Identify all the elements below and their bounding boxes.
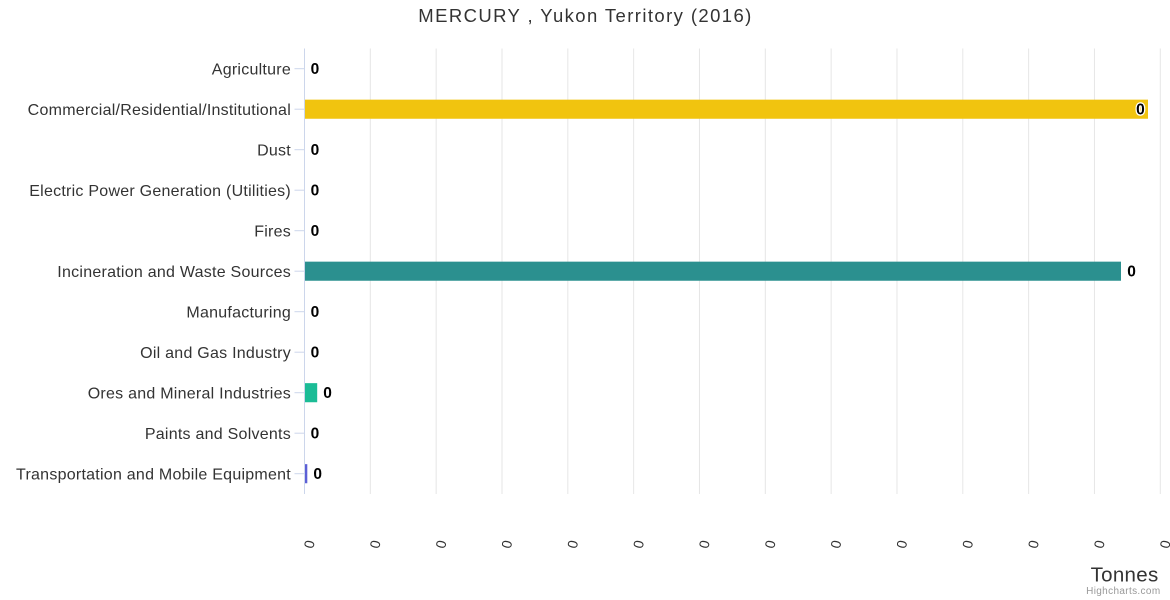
- svg-text:Highcharts.com: Highcharts.com: [1086, 586, 1160, 597]
- svg-text:Dust: Dust: [257, 142, 291, 159]
- svg-text:Incineration and Waste Sources: Incineration and Waste Sources: [57, 264, 291, 281]
- svg-text:Paints and Solvents: Paints and Solvents: [145, 426, 291, 443]
- svg-text:Transportation and Mobile Equi: Transportation and Mobile Equipment: [16, 466, 291, 483]
- svg-text:0: 0: [564, 539, 581, 550]
- svg-text:MERCURY , Yukon Territory (201: MERCURY , Yukon Territory (2016): [418, 5, 752, 26]
- svg-text:0: 0: [1025, 539, 1042, 550]
- svg-text:Fires: Fires: [254, 223, 291, 240]
- svg-text:0: 0: [311, 345, 320, 362]
- svg-text:Manufacturing: Manufacturing: [186, 304, 291, 321]
- svg-text:0: 0: [761, 539, 778, 550]
- svg-text:0: 0: [959, 539, 976, 550]
- svg-text:Ores and Mineral Industries: Ores and Mineral Industries: [88, 385, 291, 402]
- svg-text:0: 0: [323, 385, 332, 402]
- svg-text:0: 0: [311, 304, 320, 321]
- svg-text:0: 0: [311, 426, 320, 443]
- svg-text:Oil and Gas Industry: Oil and Gas Industry: [140, 345, 291, 362]
- svg-text:Tonnes: Tonnes: [1091, 564, 1159, 587]
- svg-text:0: 0: [311, 61, 320, 78]
- svg-text:0: 0: [1091, 539, 1108, 550]
- svg-text:Agriculture: Agriculture: [212, 61, 291, 78]
- svg-text:0: 0: [1156, 539, 1170, 550]
- svg-text:0: 0: [313, 466, 322, 483]
- svg-text:0: 0: [696, 539, 713, 550]
- svg-text:Commercial/Residential/Institu: Commercial/Residential/Institutional: [28, 102, 291, 119]
- svg-text:0: 0: [366, 539, 383, 550]
- svg-text:0: 0: [630, 539, 647, 550]
- svg-text:0: 0: [432, 539, 449, 550]
- svg-text:0: 0: [893, 539, 910, 550]
- svg-text:Electric Power Generation (Uti: Electric Power Generation (Utilities): [29, 183, 291, 200]
- svg-text:0: 0: [498, 539, 515, 550]
- svg-text:0: 0: [1136, 102, 1145, 119]
- svg-text:0: 0: [1127, 264, 1136, 281]
- svg-text:0: 0: [301, 539, 318, 550]
- svg-text:0: 0: [311, 223, 320, 240]
- svg-text:0: 0: [827, 539, 844, 550]
- svg-text:0: 0: [311, 142, 320, 159]
- svg-text:0: 0: [311, 183, 320, 200]
